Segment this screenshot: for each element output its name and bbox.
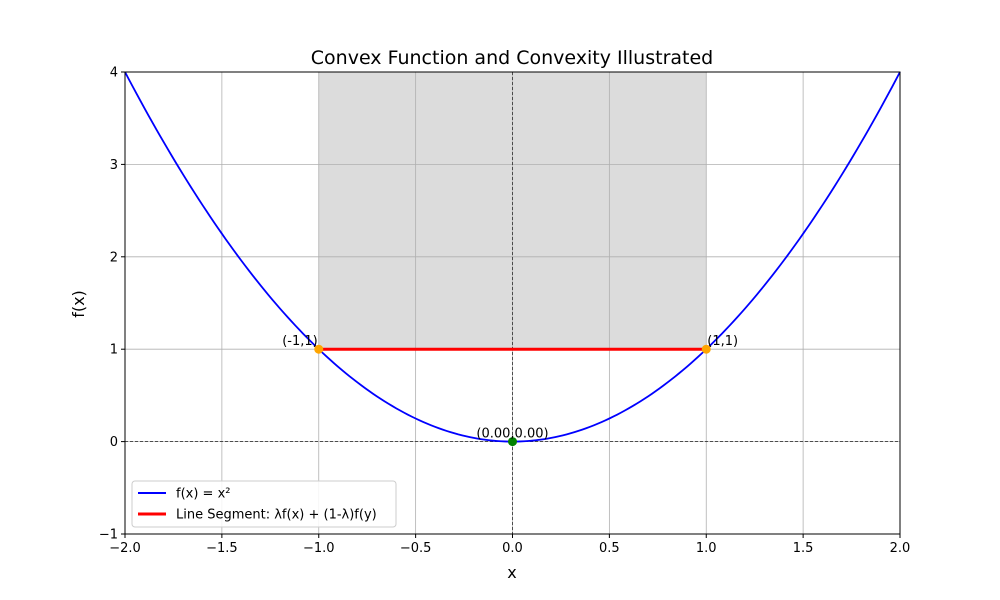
x-tick-label-4: 0.0 bbox=[502, 541, 523, 556]
legend-label-1: Line Segment: λf(x) + (1-λ)f(y) bbox=[176, 508, 377, 523]
point-marker-2 bbox=[508, 437, 517, 447]
y-tick-label-4: 3 bbox=[110, 158, 118, 173]
point-label-0: (-1,1) bbox=[282, 334, 318, 349]
point-label-2: (0.00,0.00) bbox=[476, 427, 548, 442]
legend: f(x) = x² Line Segment: λf(x) + (1-λ)f(y) bbox=[131, 480, 397, 528]
x-tick-label-5: 0.5 bbox=[599, 541, 620, 556]
chart-title: Convex Function and Convexity Illustrate… bbox=[311, 47, 713, 69]
x-axis-title: x bbox=[507, 563, 516, 582]
y-tick-label-3: 2 bbox=[110, 250, 118, 265]
x-tick-label-7: 1.5 bbox=[793, 541, 814, 556]
y-tick-label-0: −1 bbox=[99, 528, 118, 543]
x-tick-label-1: −1.5 bbox=[206, 541, 238, 556]
x-tick-label-2: −1.0 bbox=[303, 541, 335, 556]
x-tick-label-6: 1.0 bbox=[696, 541, 717, 556]
x-tick-label-0: −2.0 bbox=[109, 541, 141, 556]
y-axis-title: f(x) bbox=[69, 290, 88, 318]
point-marker-1 bbox=[701, 344, 711, 354]
y-tick-label-5: 4 bbox=[110, 66, 118, 81]
x-tick-label-3: −0.5 bbox=[400, 541, 432, 556]
y-tick-label-2: 1 bbox=[110, 343, 118, 358]
x-tick-label-8: 2.0 bbox=[890, 541, 911, 556]
point-label-1: (1,1) bbox=[707, 334, 738, 349]
legend-box bbox=[131, 480, 397, 528]
y-tick-label-1: 0 bbox=[110, 435, 118, 450]
plot-area: (-1,1) (1,1) (0.00,0.00) −2.0 −1.5 −1.0 −0.5 0.… bbox=[99, 66, 911, 557]
point-marker-0 bbox=[314, 344, 324, 354]
legend-label-0: f(x) = x² bbox=[176, 487, 230, 502]
